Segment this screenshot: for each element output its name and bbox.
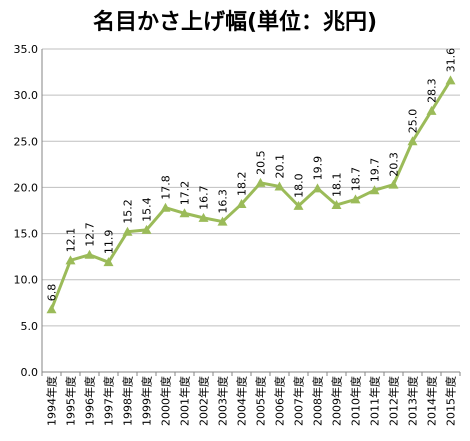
- data-label: 20.3: [388, 152, 401, 177]
- data-point: [160, 202, 171, 212]
- data-point: [141, 224, 152, 234]
- x-tick-label: 2005年度: [254, 376, 268, 426]
- x-tick-label: 2013年度: [406, 376, 420, 426]
- x-tick-label: 2011年度: [368, 376, 382, 426]
- data-point: [407, 136, 418, 146]
- data-point: [445, 75, 456, 85]
- data-point: [84, 249, 95, 259]
- chart-title: 名目かさ上げ幅(単位：兆円): [92, 10, 378, 35]
- data-point: [217, 216, 228, 226]
- data-label: 31.6: [445, 48, 458, 73]
- data-point: [293, 200, 304, 210]
- data-label: 11.9: [103, 230, 116, 255]
- data-point: [65, 255, 76, 265]
- y-tick-label: 15.0: [14, 228, 39, 241]
- data-label: 16.3: [217, 189, 230, 214]
- x-tick-label: 2010年度: [349, 376, 363, 426]
- data-point: [331, 199, 342, 209]
- data-label: 17.2: [179, 181, 192, 206]
- data-label: 18.7: [350, 167, 363, 192]
- x-tick-label: 2008年度: [311, 376, 325, 426]
- data-label: 20.1: [274, 154, 287, 179]
- x-tick-label: 2012年度: [387, 376, 401, 426]
- data-label: 15.2: [122, 199, 135, 224]
- data-label: 12.7: [84, 222, 97, 247]
- data-point: [255, 177, 266, 187]
- x-tick-label: 1999年度: [140, 376, 154, 426]
- data-point: [312, 183, 323, 193]
- x-tick-label: 1995年度: [64, 376, 78, 426]
- y-tick-label: 5.0: [21, 320, 39, 333]
- data-point: [236, 199, 247, 209]
- data-point: [369, 185, 380, 195]
- x-tick-label: 1994年度: [45, 376, 59, 426]
- data-label: 17.8: [160, 175, 173, 200]
- x-tick-label: 2014年度: [425, 376, 439, 426]
- data-point: [179, 208, 190, 218]
- data-label: 20.5: [255, 150, 268, 175]
- x-tick-label: 1996年度: [83, 376, 97, 426]
- y-tick-label: 35.0: [14, 43, 39, 56]
- y-tick-label: 30.0: [14, 89, 39, 102]
- data-label: 25.0: [407, 109, 420, 134]
- data-label: 12.1: [65, 228, 78, 253]
- data-label: 18.0: [293, 173, 306, 198]
- y-tick-label: 10.0: [14, 274, 39, 287]
- data-label: 19.9: [312, 156, 325, 181]
- x-tick-label: 2001年度: [178, 376, 192, 426]
- data-point: [426, 105, 437, 115]
- x-tick-label: 2000年度: [159, 376, 173, 426]
- data-point: [46, 304, 57, 314]
- data-label: 18.2: [236, 172, 249, 197]
- data-point: [103, 257, 114, 267]
- data-label: 28.3: [426, 78, 439, 103]
- data-label: 18.1: [331, 172, 344, 197]
- x-tick-label: 2003年度: [216, 376, 230, 426]
- data-point: [350, 194, 361, 204]
- y-tick-label: 25.0: [14, 135, 39, 148]
- y-tick-label: 20.0: [14, 181, 39, 194]
- x-tick-label: 2015年度: [444, 376, 458, 426]
- x-tick-label: 2009年度: [330, 376, 344, 426]
- x-tick-label: 2004年度: [235, 376, 249, 426]
- x-tick-label: 2007年度: [292, 376, 306, 426]
- x-tick-label: 2002年度: [197, 376, 211, 426]
- data-label: 6.8: [46, 284, 59, 302]
- data-point: [122, 226, 133, 236]
- data-label: 15.4: [141, 197, 154, 222]
- data-point: [198, 212, 209, 222]
- series-line: [50, 79, 452, 310]
- data-label: 19.7: [369, 158, 382, 183]
- data-point: [274, 181, 285, 191]
- x-tick-label: 1997年度: [102, 376, 116, 426]
- data-point: [388, 179, 399, 189]
- x-tick-label: 1998年度: [121, 376, 135, 426]
- x-tick-label: 2006年度: [273, 376, 287, 426]
- data-label: 16.7: [198, 185, 211, 210]
- y-tick-label: 0.0: [21, 366, 39, 379]
